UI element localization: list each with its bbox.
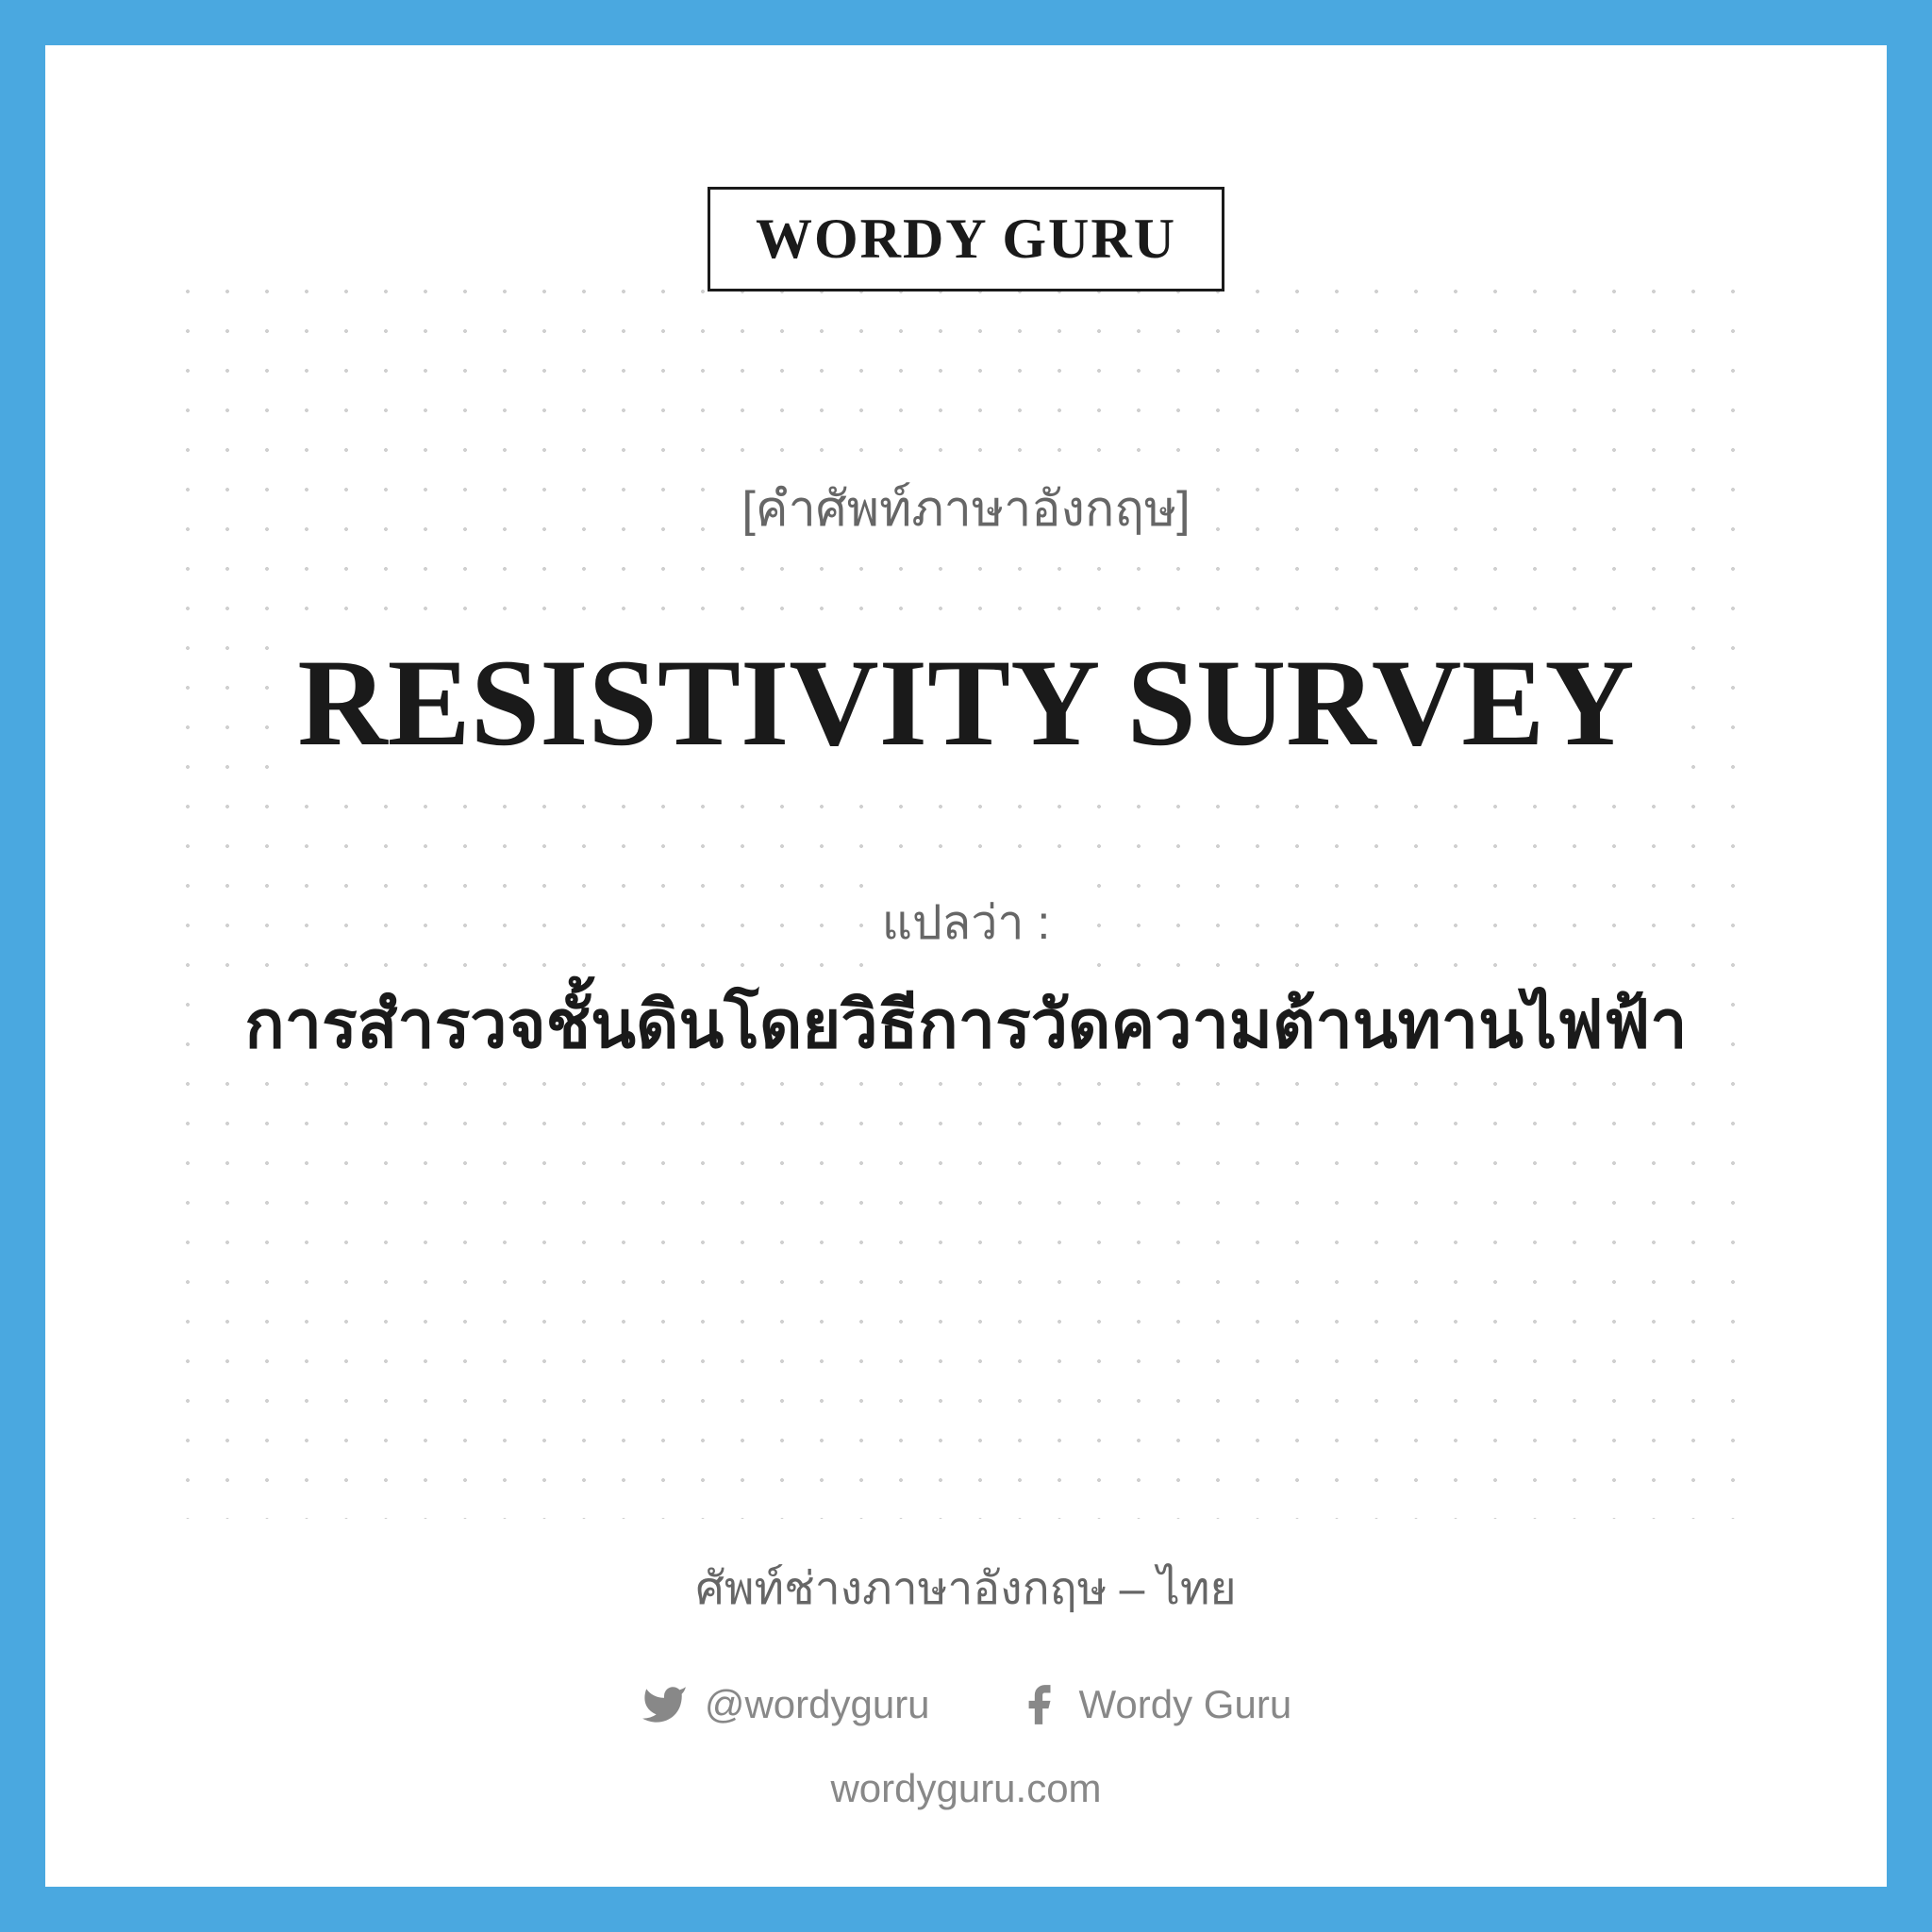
twitter-handle: @wordyguru (705, 1682, 930, 1727)
twitter-icon (641, 1681, 688, 1728)
social-row: @wordyguru Wordy Guru (45, 1681, 1887, 1728)
facebook-icon (1015, 1681, 1062, 1728)
footer-title: ศัพท์ช่างภาษาอังกฤษ – ไทย (45, 1553, 1887, 1624)
definition-text: การสำรวจชั้นดินโดยวิธีการวัดความต้านทานไ… (225, 968, 1706, 1082)
website-link[interactable]: wordyguru.com (45, 1766, 1887, 1811)
term-text: RESISTIVITY SURVEY (269, 621, 1662, 784)
facebook-handle: Wordy Guru (1079, 1682, 1292, 1727)
definition-block: แปลว่า : การสำรวจชั้นดินโดยวิธีการวัดควา… (183, 878, 1748, 1082)
category-label: [คำศัพท์ภาษาอังกฤษ] (723, 461, 1208, 555)
definition-label: แปลว่า : (863, 878, 1070, 968)
twitter-link[interactable]: @wordyguru (641, 1681, 930, 1728)
vocabulary-card: WORDY GURU [คำศัพท์ภาษาอังกฤษ] RESISTIVI… (0, 0, 1932, 1932)
logo-box: WORDY GURU (708, 187, 1224, 291)
logo-text: WORDY GURU (756, 207, 1176, 272)
facebook-link[interactable]: Wordy Guru (1015, 1681, 1292, 1728)
footer: ศัพท์ช่างภาษาอังกฤษ – ไทย @wordyguru Wor… (45, 1553, 1887, 1811)
